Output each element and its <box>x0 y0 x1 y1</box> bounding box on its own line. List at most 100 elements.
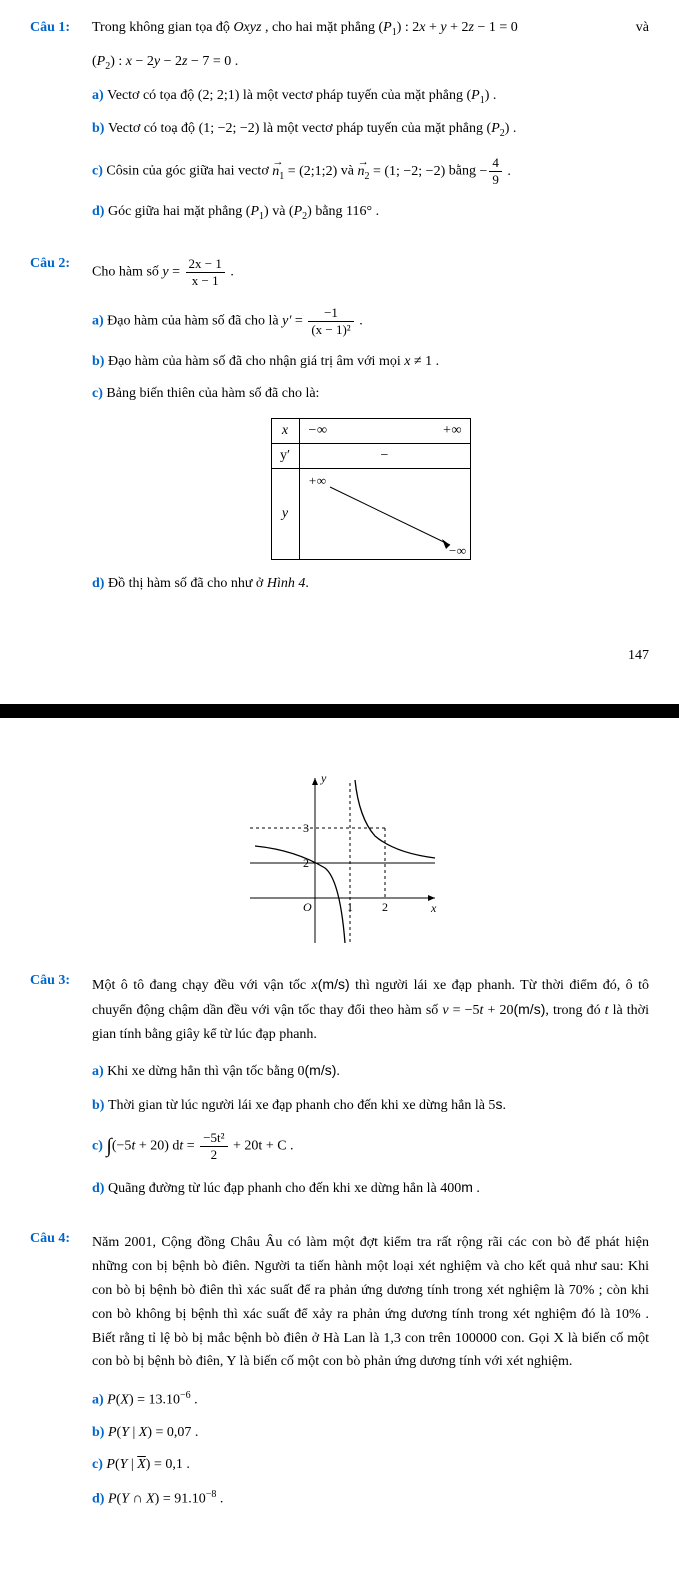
q1d-post: bằng 116° . <box>315 204 379 219</box>
q2d-hinh: Hình 4 <box>267 576 306 591</box>
q3c-post: + 20t + C . <box>233 1139 294 1154</box>
q1a-pre: Vectơ có tọa độ <box>107 88 198 103</box>
q2-c: c) Bảng biến thiên của hàm số đã cho là: <box>92 386 649 402</box>
origin: O <box>303 900 312 914</box>
q2-b: b) Đạo hàm của hàm số đã cho nhận giá tr… <box>92 354 649 370</box>
page-2: y x O 2 3 1 2 Câu 3: Một ô tô đang chạy … <box>0 718 679 1581</box>
q1-intro-pre: Trong không gian tọa độ <box>92 20 233 35</box>
q3-c: c) ∫(−5t + 20) dt = −5t²2 + 20t + C . <box>92 1130 649 1163</box>
ylabel: y <box>320 771 327 785</box>
vt-arrows: +∞ −∞ <box>299 468 470 559</box>
q2b-text: Đạo hàm của hàm số đã cho nhận giá trị â… <box>108 354 404 369</box>
q4c-expr: P <box>106 1457 115 1472</box>
q1-c: c) Côsin của góc giữa hai vectơ n1 = (2;… <box>92 155 649 188</box>
q1c-n2: n2 = (1; −2; −2) <box>357 164 445 179</box>
q1a-post: là một vectơ pháp tuyến của mặt phẳng <box>243 88 467 103</box>
x1: 1 <box>347 900 353 914</box>
q3-d: d) Quãng đường từ lúc đạp phanh cho đến … <box>92 1179 649 1197</box>
q1-body: Trong không gian tọa độ Oxyz , cho hai m… <box>92 20 649 238</box>
q2-y: y <box>162 265 168 280</box>
page-1: Câu 1: Trong không gian tọa độ Oxyz , ch… <box>0 0 679 704</box>
q1c-frac: −49 . <box>479 164 510 179</box>
question-1: Câu 1: Trong không gian tọa độ Oxyz , ch… <box>30 20 649 238</box>
q3c-lbl: c) <box>92 1139 106 1154</box>
q1-p2line: (P2) : x − 2y − 2z − 7 = 0 . <box>92 54 649 72</box>
q1d-pre: Góc giữa hai mặt phẳng <box>108 204 246 219</box>
q4d-expr: P <box>108 1491 117 1506</box>
y3: 3 <box>303 821 309 835</box>
q3-b: b) Thời gian từ lúc người lái xe đạp pha… <box>92 1096 649 1114</box>
q4-c: c) P(Y | X) = 0,1 . <box>92 1457 649 1473</box>
q2a-yprime: y′ <box>282 314 291 329</box>
q2a-lbl: a) <box>92 314 107 329</box>
page-number: 147 <box>30 648 649 664</box>
question-4: Câu 4: Năm 2001, Cộng đồng Châu Âu có là… <box>30 1231 649 1523</box>
q1-a: a) Vectơ có tọa độ (2; 2;1) là một vectơ… <box>92 88 649 106</box>
graph-figure: y x O 2 3 1 2 <box>30 768 649 953</box>
q2c-text: Bảng biến thiên của hàm số đã cho là: <box>106 386 319 401</box>
q2-body: Cho hàm số y = 2x − 1x − 1 . a) Đạo hàm … <box>92 256 649 608</box>
q2-d: d) Đồ thị hàm số đã cho như ở Hình 4. <box>92 576 649 592</box>
q3b-lbl: b) <box>92 1098 108 1113</box>
q1c-n1: n1 = (2;1;2) <box>272 164 337 179</box>
vt-y: y <box>271 468 299 559</box>
q2-func-frac: 2x − 1x − 1 <box>186 256 225 289</box>
label-b: b) <box>92 121 108 136</box>
q1-oxyz: Oxyz <box>233 20 261 35</box>
q1-intro-mid: , cho hai mặt phẳng <box>265 20 379 35</box>
q1a-tuple: (2; 2;1) <box>198 88 240 103</box>
q3-a: a) Khi xe dừng hẳn thì vận tốc bằng 0(m/… <box>92 1062 649 1080</box>
q2c-lbl: c) <box>92 386 106 401</box>
arrow-icon: +∞ −∞ <box>300 469 470 559</box>
q4d-lbl: d) <box>92 1491 108 1506</box>
q4-body: Năm 2001, Cộng đồng Châu Âu có làm một đ… <box>92 1231 649 1523</box>
q3-label: Câu 3: <box>30 973 92 1213</box>
q1-label: Câu 1: <box>30 20 92 238</box>
q1b-p2: (P2) . <box>487 121 517 136</box>
q4-a: a) P(X) = 13.10−6 . <box>92 1390 649 1409</box>
question-2: Câu 2: Cho hàm số y = 2x − 1x − 1 . a) Đ… <box>30 256 649 608</box>
q3d-text: Quãng đường từ lúc đạp phanh cho đến khi… <box>108 1181 480 1196</box>
q3d-lbl: d) <box>92 1181 108 1196</box>
q3-intro: Một ô tô đang chạy đều với vận tốc x(m/s… <box>92 973 649 1046</box>
vt-neginf: −∞ <box>308 423 327 438</box>
variation-table: x −∞ +∞ y′ − y +∞ <box>271 418 471 560</box>
label-d: d) <box>92 204 108 219</box>
hyperbola-graph: y x O 2 3 1 2 <box>235 768 445 948</box>
variation-table-wrap: x −∞ +∞ y′ − y +∞ <box>92 418 649 560</box>
q2-label: Câu 2: <box>30 256 92 608</box>
label-a: a) <box>92 88 107 103</box>
q3b-text: Thời gian từ lúc người lái xe đạp phanh … <box>108 1098 506 1113</box>
q1a-p1: (P1) . <box>466 88 496 103</box>
x2: 2 <box>382 900 388 914</box>
q1c-pre: Côsin của góc giữa hai vectơ <box>106 164 272 179</box>
q4-label: Câu 4: <box>30 1231 92 1523</box>
q1-p2-expr: (P2) : x − 2y − 2z − 7 = 0 . <box>92 54 238 69</box>
y2: 2 <box>303 856 309 870</box>
q4b-lbl: b) <box>92 1425 108 1440</box>
q4-intro: Năm 2001, Cộng đồng Châu Âu có làm một đ… <box>92 1231 649 1374</box>
q4b-expr: P <box>108 1425 117 1440</box>
q2-intro-pre: Cho hàm số <box>92 265 162 280</box>
q2-a: a) Đạo hàm của hàm số đã cho là y′ = −1(… <box>92 305 649 338</box>
vt-br: −∞ <box>448 543 466 558</box>
q1c-bang: bằng <box>449 164 480 179</box>
q3-body: Một ô tô đang chạy đều với vận tốc x(m/s… <box>92 973 649 1213</box>
q2d-post: . <box>305 576 309 591</box>
q2-intro: Cho hàm số y = 2x − 1x − 1 . <box>92 256 649 289</box>
q1b-post: là một vectơ pháp tuyến của mặt phẳng <box>263 121 487 136</box>
label-c: c) <box>92 164 106 179</box>
vt-minus: − <box>299 443 470 468</box>
q2a-pre: Đạo hàm của hàm số đã cho là <box>107 314 282 329</box>
q1d-p2: (P2) <box>289 204 312 219</box>
q2d-lbl: d) <box>92 576 108 591</box>
q1-intro: Trong không gian tọa độ Oxyz , cho hai m… <box>92 20 649 38</box>
q4-b: b) P(Y | X) = 0,07 . <box>92 1425 649 1441</box>
q1b-tuple: (1; −2; −2) <box>199 121 260 136</box>
q3a-text: Khi xe dừng hẳn thì vận tốc bằng 0(m/s). <box>107 1064 340 1079</box>
q1b-pre: Vectơ có toạ độ <box>108 121 199 136</box>
q2b-xne: x <box>404 354 410 369</box>
q3a-lbl: a) <box>92 1064 107 1079</box>
q2b-lbl: b) <box>92 354 108 369</box>
q3c-frac: −5t²2 <box>200 1130 227 1163</box>
